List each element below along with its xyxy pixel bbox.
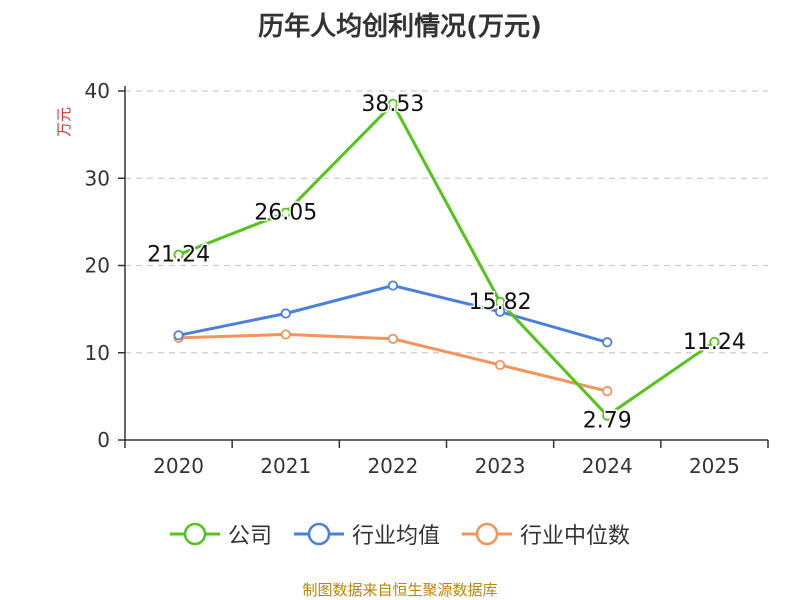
data-point[interactable]: [280, 308, 291, 319]
data-point[interactable]: [602, 386, 613, 397]
data-point[interactable]: [602, 410, 613, 421]
data-point[interactable]: [387, 98, 399, 109]
legend-item-0[interactable]: 公司: [169, 518, 272, 550]
legend-item-2[interactable]: 行业中位数: [462, 518, 630, 550]
y-tick-label: 40: [85, 79, 110, 103]
y-tick-label: 0: [97, 428, 110, 452]
legend-marker: [462, 522, 512, 546]
x-tick-label: 2024: [582, 454, 633, 478]
legend-item-1[interactable]: 行业均值: [293, 518, 440, 550]
x-tick-label: 2025: [689, 454, 740, 478]
x-tick-label: 2021: [260, 454, 311, 478]
data-label: 2.79: [583, 409, 632, 434]
x-tick-label: 2020: [153, 454, 204, 478]
data-point[interactable]: [280, 329, 291, 340]
data-point[interactable]: [494, 359, 506, 371]
legend-label: 行业均值: [351, 524, 440, 549]
legend: 公司 行业均值 行业中位数: [0, 518, 800, 550]
data-point[interactable]: [173, 330, 184, 341]
y-tick-label: 10: [85, 341, 110, 365]
data-label: 11.24: [683, 330, 746, 355]
y-tick-label: 20: [85, 254, 110, 278]
data-label: 15.82: [469, 290, 532, 315]
legend-marker: [169, 522, 220, 546]
data-point[interactable]: [173, 249, 184, 260]
data-point[interactable]: [387, 333, 399, 344]
data-point[interactable]: [709, 336, 720, 348]
chart-title: 历年人均创利情况(万元): [258, 12, 542, 42]
x-tick-label: 2023: [475, 454, 526, 478]
data-label: 21.24: [147, 243, 210, 268]
data-point[interactable]: [494, 296, 506, 308]
data-point[interactable]: [280, 207, 291, 218]
data-point[interactable]: [387, 280, 399, 291]
legend-label: 公司: [227, 524, 272, 549]
series-line-0: [178, 102, 716, 418]
data-label: 26.05: [254, 201, 317, 226]
data-label: 38.53: [361, 92, 424, 117]
y-tick-label: 30: [85, 166, 110, 190]
legend-marker: [293, 522, 344, 546]
source-note: 制图数据来自恒生聚源数据库: [302, 581, 498, 599]
legend-label: 行业中位数: [520, 524, 631, 549]
x-tick-label: 2022: [367, 454, 418, 478]
data-point[interactable]: [602, 337, 613, 348]
data-point[interactable]: [494, 306, 506, 317]
y-axis-label: 万元: [55, 107, 73, 137]
